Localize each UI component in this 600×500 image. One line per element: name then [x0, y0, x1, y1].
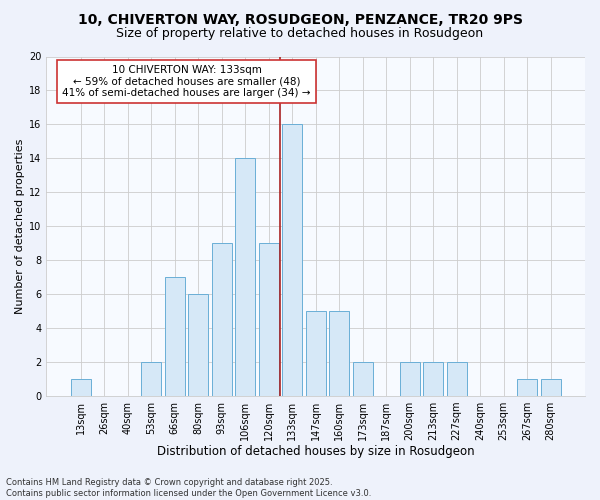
Text: 10 CHIVERTON WAY: 133sqm
← 59% of detached houses are smaller (48)
41% of semi-d: 10 CHIVERTON WAY: 133sqm ← 59% of detach…	[62, 65, 311, 98]
Bar	[212, 243, 232, 396]
Bar	[235, 158, 255, 396]
Bar	[353, 362, 373, 396]
Bar	[541, 379, 560, 396]
Bar	[142, 362, 161, 396]
Text: Size of property relative to detached houses in Rosudgeon: Size of property relative to detached ho…	[116, 28, 484, 40]
Y-axis label: Number of detached properties: Number of detached properties	[15, 138, 25, 314]
Bar	[329, 311, 349, 396]
Bar	[282, 124, 302, 396]
Bar	[165, 277, 185, 396]
Bar	[71, 379, 91, 396]
Bar	[188, 294, 208, 396]
Text: Contains HM Land Registry data © Crown copyright and database right 2025.
Contai: Contains HM Land Registry data © Crown c…	[6, 478, 371, 498]
X-axis label: Distribution of detached houses by size in Rosudgeon: Distribution of detached houses by size …	[157, 444, 475, 458]
Text: 10, CHIVERTON WAY, ROSUDGEON, PENZANCE, TR20 9PS: 10, CHIVERTON WAY, ROSUDGEON, PENZANCE, …	[77, 12, 523, 26]
Bar	[517, 379, 537, 396]
Bar	[306, 311, 326, 396]
Bar	[446, 362, 467, 396]
Bar	[400, 362, 419, 396]
Bar	[423, 362, 443, 396]
Bar	[259, 243, 279, 396]
